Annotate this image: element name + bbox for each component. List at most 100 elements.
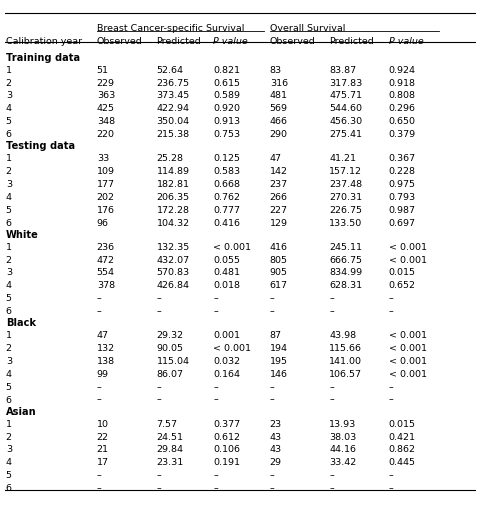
- Text: 237.48: 237.48: [328, 180, 361, 189]
- Text: 4: 4: [6, 281, 12, 290]
- Text: 0.032: 0.032: [213, 357, 240, 366]
- Text: Black: Black: [6, 318, 36, 328]
- Text: 24.51: 24.51: [156, 433, 183, 442]
- Text: 5: 5: [6, 294, 12, 303]
- Text: –: –: [213, 294, 217, 303]
- Text: 617: 617: [269, 281, 287, 290]
- Text: 132.35: 132.35: [156, 243, 190, 252]
- Text: 90.05: 90.05: [156, 344, 183, 353]
- Text: 29.84: 29.84: [156, 445, 183, 455]
- Text: 157.12: 157.12: [328, 167, 361, 176]
- Text: 0.918: 0.918: [388, 78, 415, 88]
- Text: 0.668: 0.668: [213, 180, 240, 189]
- Text: 29.32: 29.32: [156, 331, 183, 340]
- Text: 109: 109: [96, 167, 115, 176]
- Text: 1: 1: [6, 66, 12, 75]
- Text: 3: 3: [6, 268, 12, 277]
- Text: 275.41: 275.41: [328, 130, 361, 139]
- Text: 43: 43: [269, 445, 281, 455]
- Text: –: –: [96, 294, 101, 303]
- Text: 106.57: 106.57: [328, 370, 361, 379]
- Text: < 0.001: < 0.001: [388, 331, 426, 340]
- Text: –: –: [328, 294, 333, 303]
- Text: 317.83: 317.83: [328, 78, 361, 88]
- Text: –: –: [96, 383, 101, 392]
- Text: 0.753: 0.753: [213, 130, 240, 139]
- Text: 86.07: 86.07: [156, 370, 183, 379]
- Text: 0.416: 0.416: [213, 218, 240, 228]
- Text: Overall Survival: Overall Survival: [269, 24, 344, 33]
- Text: 1: 1: [6, 243, 12, 252]
- Text: P value: P value: [388, 37, 422, 46]
- Text: 5: 5: [6, 471, 12, 480]
- Text: 177: 177: [96, 180, 115, 189]
- Text: 472: 472: [96, 256, 115, 265]
- Text: 0.612: 0.612: [213, 433, 240, 442]
- Text: 43.98: 43.98: [328, 331, 356, 340]
- Text: 0.191: 0.191: [213, 458, 240, 467]
- Text: 23: 23: [269, 420, 281, 429]
- Text: 132: 132: [96, 344, 115, 353]
- Text: 0.228: 0.228: [388, 167, 415, 176]
- Text: Predicted: Predicted: [328, 37, 373, 46]
- Text: 52.64: 52.64: [156, 66, 183, 75]
- Text: 0.650: 0.650: [388, 117, 415, 126]
- Text: 2: 2: [6, 256, 12, 265]
- Text: 0.589: 0.589: [213, 92, 240, 100]
- Text: P value: P value: [213, 37, 247, 46]
- Text: 0.652: 0.652: [388, 281, 415, 290]
- Text: 13.93: 13.93: [328, 420, 356, 429]
- Text: –: –: [269, 395, 274, 405]
- Text: 5: 5: [6, 206, 12, 215]
- Text: 350.04: 350.04: [156, 117, 189, 126]
- Text: 227: 227: [269, 206, 287, 215]
- Text: 33: 33: [96, 154, 109, 163]
- Text: –: –: [328, 383, 333, 392]
- Text: 416: 416: [269, 243, 287, 252]
- Text: 129: 129: [269, 218, 287, 228]
- Text: 83: 83: [269, 66, 281, 75]
- Text: –: –: [156, 307, 161, 316]
- Text: 0.821: 0.821: [213, 66, 240, 75]
- Text: 0.481: 0.481: [213, 268, 240, 277]
- Text: < 0.001: < 0.001: [213, 344, 251, 353]
- Text: 6: 6: [6, 395, 12, 405]
- Text: 142: 142: [269, 167, 287, 176]
- Text: 206.35: 206.35: [156, 193, 189, 202]
- Text: 834.99: 834.99: [328, 268, 361, 277]
- Text: 270.31: 270.31: [328, 193, 361, 202]
- Text: 0.808: 0.808: [388, 92, 415, 100]
- Text: 378: 378: [96, 281, 115, 290]
- Text: 3: 3: [6, 92, 12, 100]
- Text: 3: 3: [6, 357, 12, 366]
- Text: 0.015: 0.015: [388, 268, 415, 277]
- Text: 182.81: 182.81: [156, 180, 189, 189]
- Text: –: –: [388, 395, 393, 405]
- Text: 0.762: 0.762: [213, 193, 240, 202]
- Text: 138: 138: [96, 357, 115, 366]
- Text: 229: 229: [96, 78, 115, 88]
- Text: < 0.001: < 0.001: [388, 357, 426, 366]
- Text: 544.60: 544.60: [328, 104, 361, 114]
- Text: –: –: [96, 484, 101, 493]
- Text: 348: 348: [96, 117, 115, 126]
- Text: 475.71: 475.71: [328, 92, 361, 100]
- Text: –: –: [388, 307, 393, 316]
- Text: 2: 2: [6, 433, 12, 442]
- Text: 426.84: 426.84: [156, 281, 189, 290]
- Text: Breast Cancer-specific Survival: Breast Cancer-specific Survival: [96, 24, 243, 33]
- Text: –: –: [213, 383, 217, 392]
- Text: 29: 29: [269, 458, 281, 467]
- Text: 0.421: 0.421: [388, 433, 415, 442]
- Text: 0.924: 0.924: [388, 66, 415, 75]
- Text: –: –: [328, 484, 333, 493]
- Text: 0.862: 0.862: [388, 445, 415, 455]
- Text: 0.296: 0.296: [388, 104, 415, 114]
- Text: 96: 96: [96, 218, 108, 228]
- Text: 23.31: 23.31: [156, 458, 183, 467]
- Text: 44.16: 44.16: [328, 445, 355, 455]
- Text: –: –: [213, 471, 217, 480]
- Text: –: –: [269, 383, 274, 392]
- Text: 21: 21: [96, 445, 108, 455]
- Text: –: –: [269, 471, 274, 480]
